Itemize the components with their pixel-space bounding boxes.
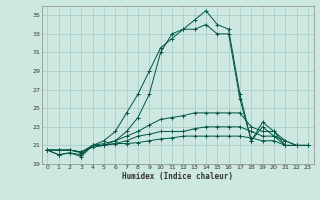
X-axis label: Humidex (Indice chaleur): Humidex (Indice chaleur) [122, 172, 233, 181]
